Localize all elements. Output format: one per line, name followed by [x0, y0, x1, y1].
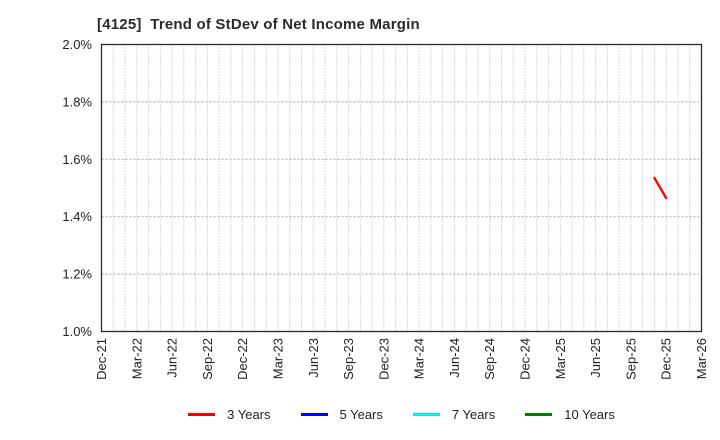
legend-swatch [300, 412, 328, 416]
y-tick-label: 1.8% [62, 94, 92, 109]
legend-swatch [525, 412, 553, 416]
legend-swatch [412, 412, 440, 416]
x-tick-label: Jun-25 [588, 338, 603, 378]
legend: 3 Years 5 Years 7 Years 10 Years [101, 401, 702, 427]
x-tick-label: Dec-24 [518, 338, 533, 380]
x-tick-label: Sep-25 [623, 338, 638, 380]
chart-title: [4125] Trend of StDev of Net Income Marg… [97, 16, 420, 33]
x-tick-label: Sep-24 [482, 338, 497, 380]
plot-area: 2.0% 1.8% 1.6% 1.4% 1.2% 1.0%Dec-21 Mar-22 Jun-… [62, 37, 709, 380]
x-tick-label: Mar-25 [553, 338, 568, 379]
y-tick-label: 1.4% [62, 209, 92, 224]
x-tick-label: Mar-26 [694, 338, 709, 379]
y-tick-label: 1.2% [62, 267, 92, 282]
y-tick-label: 1.0% [62, 324, 92, 339]
x-tick-label: Mar-22 [129, 338, 144, 379]
plot-frame [100, 43, 703, 333]
legend-swatch [188, 412, 216, 416]
legend-item-7-years: 7 Years [412, 406, 496, 422]
x-tick-label: Dec-21 [94, 338, 109, 380]
x-tick-label: Mar-24 [412, 338, 427, 379]
x-tick-label: Dec-25 [659, 338, 674, 380]
x-tick-label: Jun-23 [306, 338, 321, 378]
legend-label: 7 Years [451, 406, 496, 422]
x-tick-label: Sep-23 [341, 338, 356, 380]
legend-item-5-years: 5 Years [300, 406, 383, 422]
x-tick-label: Jun-22 [165, 338, 180, 378]
legend-label: 5 Years [339, 406, 383, 422]
legend-item-3-years: 3 Years [188, 406, 271, 422]
x-tick-label: Mar-23 [270, 338, 285, 379]
x-tick-label: Dec-22 [235, 338, 250, 380]
y-tick-label: 2.0% [62, 37, 92, 52]
x-tick-label: Jun-24 [447, 338, 462, 378]
x-tick-label: Dec-23 [376, 338, 391, 380]
x-tick-label: Sep-22 [200, 338, 215, 380]
legend-item-10-years: 10 Years [525, 408, 615, 421]
y-tick-label: 1.6% [62, 152, 92, 167]
legend-label: 10 Years [564, 406, 615, 422]
legend-label: 3 Years [227, 406, 271, 422]
series-line-3-years [653, 176, 668, 200]
